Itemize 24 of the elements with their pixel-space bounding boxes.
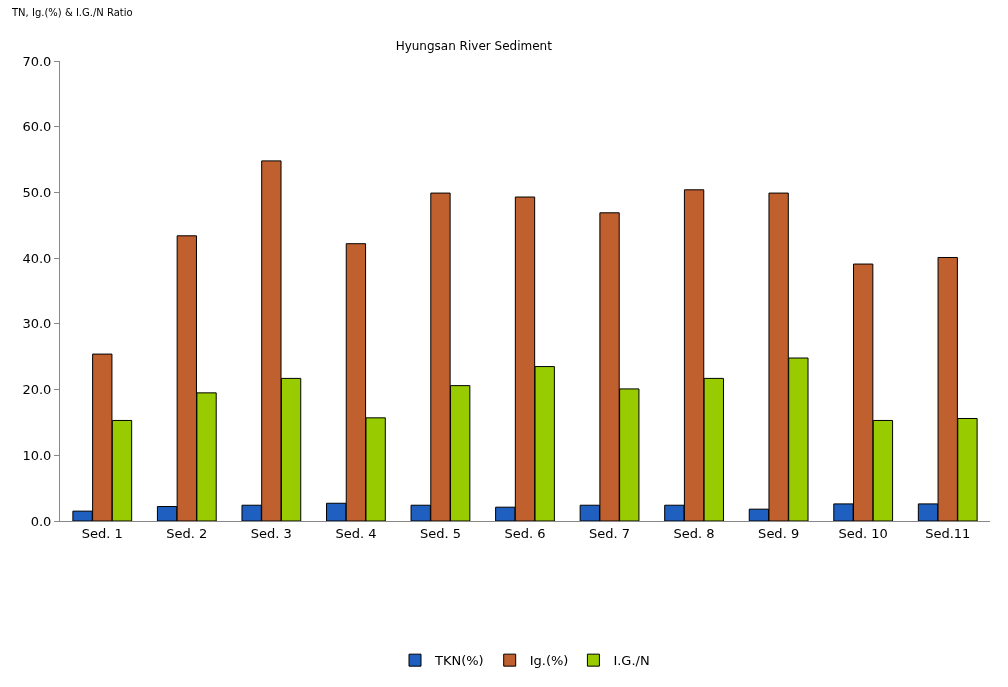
x-tick-label: Sed. 7 xyxy=(589,525,631,541)
legend-label: I.G./N xyxy=(613,653,650,669)
legend-label: TKN(%) xyxy=(434,653,484,669)
x-tick-label: Sed. 9 xyxy=(758,525,800,541)
x-tick-label: Sed. 1 xyxy=(81,525,123,541)
x-tick-label: Sed. 4 xyxy=(335,525,377,541)
chart-title: Hyungsan River Sediment xyxy=(395,38,553,53)
y-tick-label: 70.0 xyxy=(22,53,52,69)
y-tick-label: 60.0 xyxy=(22,119,52,135)
y-tick-label: 40.0 xyxy=(22,250,52,266)
y-tick-label: 50.0 xyxy=(22,184,52,200)
x-tick-label: Sed. 6 xyxy=(504,525,546,541)
x-tick-label: Sed. 3 xyxy=(250,525,292,541)
y-tick-label: 20.0 xyxy=(22,382,52,398)
x-tick-label: Sed. 5 xyxy=(419,525,461,541)
x-tick-label: Sed. 8 xyxy=(673,525,715,541)
y-tick-label: 10.0 xyxy=(22,447,52,463)
x-tick-label: Sed.11 xyxy=(925,525,971,541)
y-axis-title: TN, Ig.(%) & I.G./N Ratio xyxy=(11,7,133,18)
y-tick-label: 0.0 xyxy=(30,513,52,529)
x-tick-label: Sed. 2 xyxy=(166,525,208,541)
x-tick-label: Sed. 10 xyxy=(838,525,888,541)
legend-label: Ig.(%) xyxy=(529,653,569,669)
y-tick-label: 30.0 xyxy=(22,316,52,332)
